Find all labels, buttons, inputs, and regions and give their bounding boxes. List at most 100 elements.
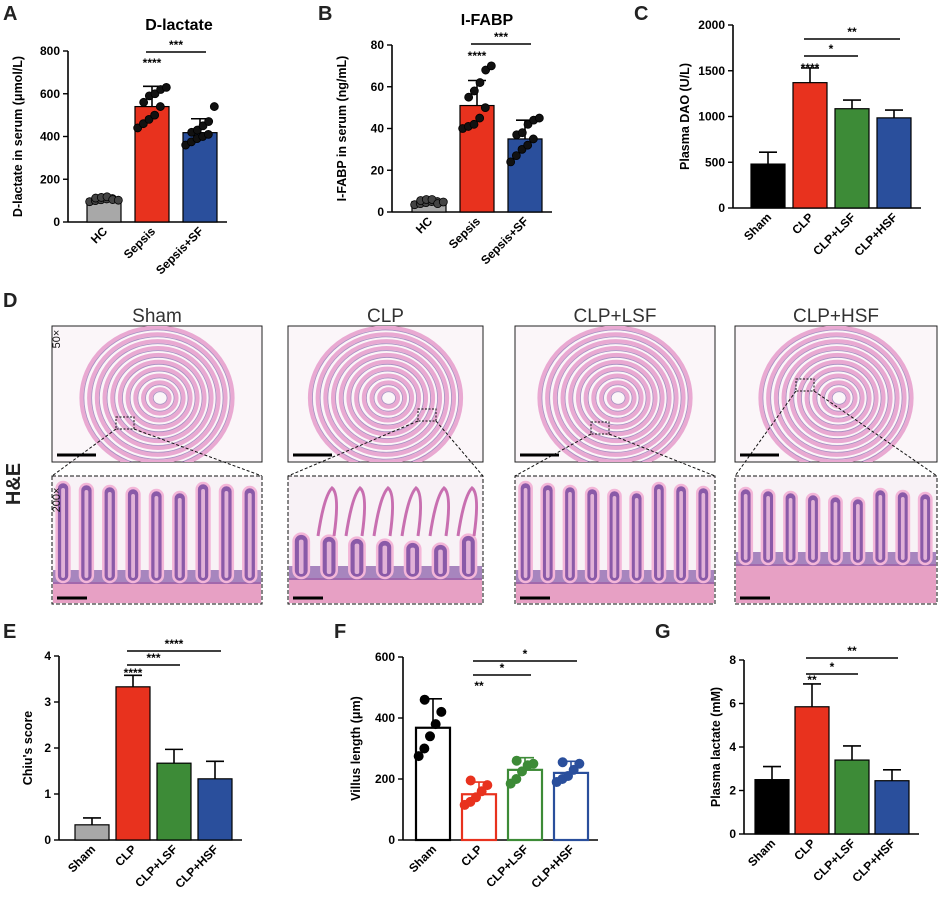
intestine-ring — [117, 359, 200, 437]
intestine-ring-inner — [549, 336, 682, 460]
intestine-ring — [354, 366, 422, 430]
category-label: HC — [413, 214, 435, 236]
villus-core — [382, 545, 388, 574]
intestine-ring — [552, 339, 679, 457]
category-label: CLP — [112, 842, 139, 869]
data-point — [464, 92, 474, 102]
intestine-ring — [766, 332, 907, 462]
intestine-ring-inner — [327, 343, 446, 453]
bar-clp-hsf — [876, 117, 912, 209]
intestine-ring — [758, 326, 914, 462]
intestine-ring — [820, 380, 858, 416]
villi-clp — [289, 486, 482, 603]
villus-core — [679, 491, 683, 578]
category-label: CLP+LSF — [810, 210, 858, 258]
villus-core — [788, 498, 793, 560]
data-point — [557, 757, 568, 768]
category-label: CLP+HSF — [528, 842, 577, 891]
category-label: Sham — [741, 210, 774, 243]
category-label: Sepsis+SF — [153, 224, 206, 277]
bar-sham — [750, 163, 786, 209]
category-label: CLP+HSF — [851, 210, 900, 259]
panel-letter-d: D — [3, 290, 17, 312]
villus-damaged — [456, 486, 479, 537]
category-label: Sepsis+SF — [478, 214, 531, 267]
data-point — [511, 151, 521, 161]
bar-sham — [414, 726, 452, 842]
data-point — [517, 128, 527, 138]
y-tick-label: 500 — [705, 155, 725, 169]
significance-stars: * — [523, 647, 528, 661]
intestine-ring — [568, 352, 665, 444]
intestine-ring-inner — [785, 350, 889, 446]
y-tick-label: 0 — [388, 833, 395, 847]
swiss-roll-clp — [307, 326, 464, 462]
significance-stars: ** — [847, 25, 857, 39]
y-axis-label: I-FABP in serum (ng/mL) — [335, 56, 349, 202]
villus-core — [657, 489, 661, 578]
panel-letter-f: F — [334, 621, 346, 643]
significance-stars: *** — [169, 38, 183, 52]
villus-core — [923, 499, 928, 560]
intestine-ring-inner — [91, 336, 224, 460]
intestine-ring-inner — [595, 377, 640, 419]
intestine-ring-inner — [114, 356, 203, 440]
intestine-ring — [346, 359, 429, 437]
y-tick-label: 2 — [44, 741, 51, 755]
y-tick-label: 0 — [44, 833, 51, 847]
villus-core — [701, 493, 706, 578]
intestine-ring — [361, 373, 415, 423]
category-label: Sham — [745, 836, 778, 869]
y-tick-label: 60 — [371, 80, 385, 94]
y-tick-label: 200 — [375, 772, 395, 786]
data-point — [517, 766, 527, 777]
villus-core — [833, 502, 838, 560]
y-tick-label: 600 — [375, 650, 395, 664]
y-axis-label: D-lactate in serum (μmol/L) — [11, 56, 25, 217]
bar-clp — [115, 686, 151, 841]
villus-core — [247, 493, 252, 578]
data-point — [436, 706, 447, 717]
intestine-ring — [307, 326, 464, 462]
data-point — [528, 758, 539, 769]
y-tick-label: 400 — [40, 130, 60, 144]
villi-sham — [53, 480, 261, 603]
villus-core — [568, 492, 572, 578]
data-point — [413, 751, 424, 762]
y-tick-label: 4 — [44, 649, 51, 663]
zoom-connector — [435, 420, 484, 477]
y-tick-label: 0 — [53, 215, 60, 229]
intestine-ring-inner — [137, 377, 182, 419]
intestine-ring-inner — [587, 370, 647, 426]
intestine-ring — [827, 387, 851, 409]
intestine-ring-inner — [808, 370, 868, 426]
y-tick-label: 6 — [729, 697, 736, 711]
intestine-ring — [796, 359, 879, 437]
villus-damaged — [428, 486, 451, 537]
y-tick-label: 2 — [729, 784, 736, 798]
y-tick-label: 0 — [729, 827, 736, 841]
y-tick-label: 400 — [375, 711, 395, 725]
intestine-ring — [331, 346, 443, 450]
data-point — [204, 117, 214, 126]
data-point — [438, 197, 448, 207]
category-label: Sham — [406, 842, 439, 875]
bar-sham — [754, 779, 790, 835]
villus-core — [201, 489, 206, 578]
intestine-ring — [141, 380, 179, 416]
villus-core — [61, 488, 66, 578]
intestine-ring-inner — [564, 350, 668, 446]
zoom-region — [417, 408, 437, 422]
category-label: Sepsis — [121, 224, 158, 261]
villus-core — [84, 490, 89, 578]
category-label: Sepsis — [446, 214, 483, 251]
zoom-connector — [287, 420, 419, 477]
bar-clp-lsf — [834, 108, 870, 209]
intestine-ring — [812, 373, 865, 423]
data-point — [475, 113, 485, 123]
villus-damaged — [372, 486, 395, 537]
data-point — [480, 103, 490, 113]
villus-core — [466, 540, 471, 574]
villus-core — [590, 494, 595, 578]
